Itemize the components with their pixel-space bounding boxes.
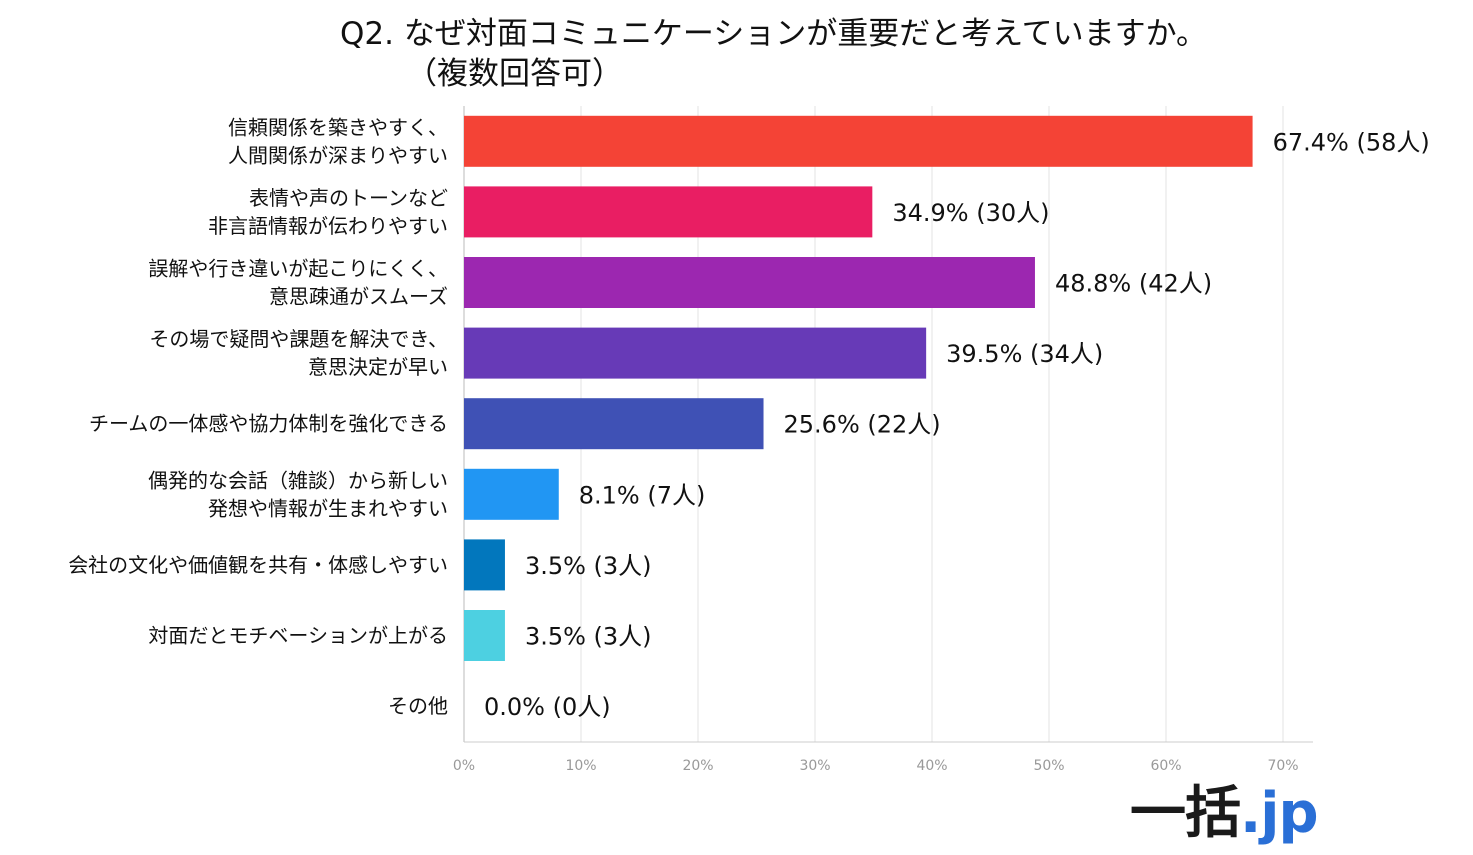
category-label: 会社の文化や価値観を共有・体感しやすい <box>68 553 448 577</box>
bar <box>464 610 505 661</box>
category-label: 表情や声のトーンなど <box>249 186 448 210</box>
chart-title: Q2. なぜ対面コミュニケーションが重要だと考えていますか。 <box>340 16 1208 52</box>
chart-title-block: Q2. なぜ対面コミュニケーションが重要だと考えていますか。 （複数回答可） <box>340 14 1207 94</box>
chart-subtitle: （複数回答可） <box>406 56 623 92</box>
category-label: その場で疑問や課題を解決でき、 <box>149 327 448 351</box>
x-tick-label: 10% <box>565 758 596 774</box>
category-label: 信頼関係を築きやすく、 <box>228 115 448 139</box>
data-label: 34.9% (30人) <box>892 199 1049 227</box>
category-label: 発想や情報が生まれやすい <box>208 496 448 520</box>
category-label: チームの一体感や協力体制を強化できる <box>89 412 448 436</box>
data-label: 3.5% (3人) <box>525 552 652 580</box>
bar <box>464 327 927 379</box>
site-logo: 一括.jp <box>1130 781 1319 846</box>
data-label: 67.4% (58人) <box>1273 128 1430 156</box>
bar <box>464 468 559 520</box>
category-label: 非言語情報が伝わりやすい <box>208 214 448 238</box>
data-label: 3.5% (3人) <box>525 623 652 651</box>
bar <box>464 186 873 238</box>
x-tick-label: 60% <box>1150 758 1181 774</box>
category-label: 意思疎通がスムーズ <box>269 285 448 309</box>
category-label: 人間関係が深まりやすい <box>228 143 448 167</box>
category-label: 意思決定が早い <box>308 355 448 379</box>
x-tick-label: 40% <box>916 758 947 774</box>
x-tick-label: 20% <box>682 758 713 774</box>
x-tick-label: 0% <box>453 758 475 774</box>
x-tick-label: 50% <box>1033 758 1064 774</box>
x-tick-label: 30% <box>799 758 830 774</box>
bar <box>464 539 505 591</box>
data-label: 39.5% (34人) <box>946 340 1103 368</box>
bar <box>464 257 1035 308</box>
bar <box>464 398 764 450</box>
data-label: 8.1% (7人) <box>579 481 706 509</box>
logo-kanji: 一括 <box>1130 781 1241 846</box>
category-label: その他 <box>388 694 448 718</box>
x-tick-label: 70% <box>1267 758 1298 774</box>
data-label: 25.6% (22人) <box>784 411 941 439</box>
bar <box>464 115 1253 167</box>
data-label: 0.0% (0人) <box>484 693 611 721</box>
category-label: 誤解や行き違いが起こりにくく、 <box>148 257 448 281</box>
category-label: 対面だとモチベーションが上がる <box>148 624 448 648</box>
category-label: 偶発的な会話（雑談）から新しい <box>148 468 448 492</box>
logo-domain: .jp <box>1240 781 1319 846</box>
data-label: 48.8% (42人) <box>1055 270 1212 298</box>
